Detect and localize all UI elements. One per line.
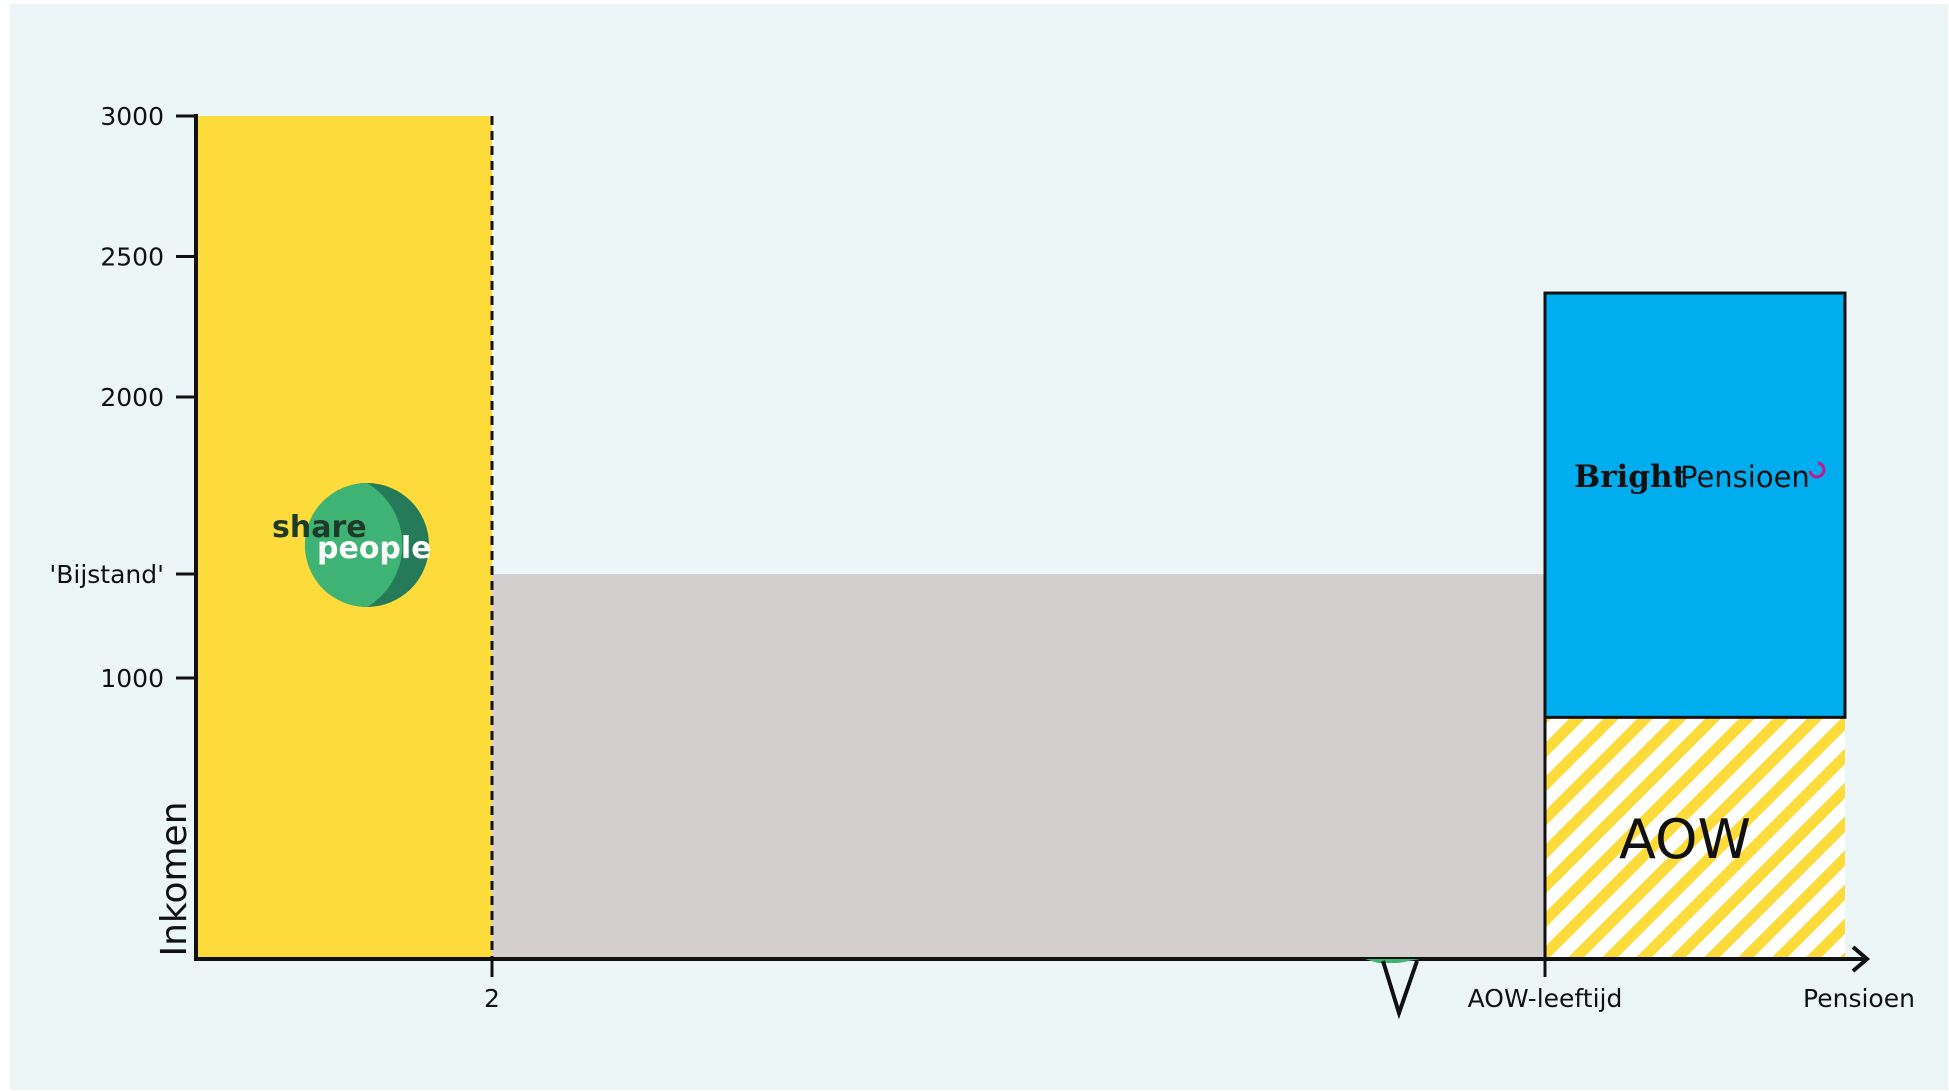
bar-aow	[1545, 717, 1845, 959]
marker-shape	[1365, 959, 1420, 963]
y-tick-label-4: 1000	[100, 664, 164, 693]
sharepeople-text-people: people	[317, 531, 432, 566]
y-tick-label-1: 2500	[100, 243, 164, 272]
y-tick-label-3: 'Bijstand'	[49, 560, 164, 589]
x-tick-label-1: AOW-leeftijd	[1468, 984, 1623, 1013]
y-tick-label-2: 2000	[100, 383, 164, 412]
brightpensioen-text-bright: Bright	[1574, 459, 1688, 495]
brightpensioen-accent-icon	[1808, 461, 1826, 479]
x-axis-arrow	[1851, 945, 1871, 973]
bar-bijstand	[492, 574, 1545, 959]
brightpensioen-text-pensioen: Pensioen	[1680, 460, 1810, 494]
sharepeople-circle-light	[305, 483, 403, 607]
sharepeople-text-share: share	[272, 510, 367, 545]
x-tick-label-0: 2	[484, 984, 500, 1013]
marker-v	[1381, 960, 1419, 1020]
bar-brightpensioen	[1543, 291, 1847, 719]
chart-canvas: share people Bright Pensioen 3000 2500 2000 'B…	[10, 4, 1948, 1090]
y-tick-label-0: 3000	[100, 102, 164, 131]
aow-label: AOW	[1619, 808, 1751, 871]
y-axis-label: Inkomen	[154, 801, 195, 956]
x-tick-label-2: Pensioen	[1803, 984, 1915, 1013]
